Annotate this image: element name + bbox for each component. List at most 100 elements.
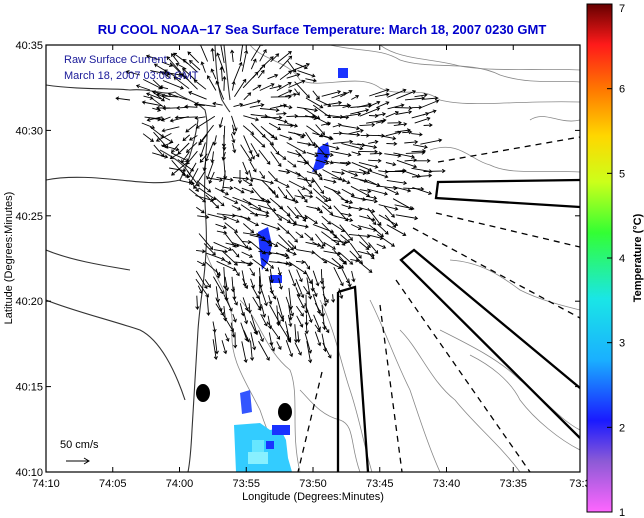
current-vector [156,93,171,101]
current-vector [163,69,182,81]
current-vector [288,269,297,287]
current-vector [369,88,390,97]
current-vector [221,340,228,355]
current-vector [276,341,282,351]
current-vector [332,139,354,144]
current-vector [267,73,279,80]
current-vector [322,293,329,303]
current-vector [237,170,243,184]
current-vector [312,188,328,203]
current-vector [286,205,299,219]
current-vector [179,169,189,178]
current-vector [285,340,294,358]
current-vector [204,141,214,162]
x-axis-label: Longitude (Degrees:Minutes) [242,491,384,503]
current-vector [155,132,172,142]
current-vector [339,224,353,241]
current-vector [411,173,433,178]
site-marker [196,384,210,402]
current-vector [421,99,440,108]
current-vector [206,295,211,317]
current-vector [261,258,275,269]
current-vector [252,84,262,91]
current-vector [277,50,292,63]
current-vector [232,242,253,251]
current-vector [387,88,407,98]
bathymetry-contours [204,45,580,472]
current-vector [368,139,379,145]
current-vector [286,330,292,342]
colorbar-tick-label: 5 [619,168,625,180]
current-vector [194,101,216,108]
sst-patches [234,68,348,472]
current-vector [243,330,250,343]
current-vector [204,279,211,288]
current-vector [322,321,330,334]
current-vector [234,78,247,98]
current-vector [169,167,187,173]
current-vector [331,239,348,245]
current-vector [338,258,347,265]
current-vector [331,294,336,303]
current-vector [222,215,240,224]
current-vector [378,204,399,211]
current-vector [423,168,446,174]
current-vector [260,304,267,318]
current-vector [351,94,360,100]
current-vector [395,214,419,221]
current-vector [162,80,184,90]
current-vector [202,161,207,172]
legend-label: Raw Surface Current [64,54,167,66]
current-vector [249,103,265,108]
current-vector [359,122,376,127]
current-vector [216,213,236,218]
current-vector [321,90,342,97]
current-vector [146,92,162,100]
current-vector [315,196,332,210]
current-vector [340,234,351,243]
current-vector [203,243,216,256]
surface-current-arrows [115,45,446,364]
current-vector [270,53,280,63]
current-vector [387,103,405,110]
current-vector [376,112,387,117]
current-vector [231,248,240,258]
current-vector [384,153,402,158]
current-vector [212,101,223,106]
current-vector [295,62,308,70]
current-vector [294,195,306,200]
current-vector [368,100,381,108]
current-vector [275,252,290,259]
current-vector [194,115,206,121]
current-vector [233,61,243,82]
current-vector [258,149,271,165]
current-vector [277,186,288,200]
current-vector [286,142,307,154]
current-vector [295,231,304,239]
current-vector [185,142,198,153]
current-vector [348,170,367,176]
current-vector [286,72,301,79]
current-vector [322,342,332,359]
current-vector [269,342,275,352]
current-vector [223,195,239,204]
current-vector [195,270,208,290]
current-vector [193,79,207,90]
current-vector [258,330,264,343]
current-vector [287,240,297,250]
current-vector [221,151,226,161]
current-vector [359,207,376,214]
current-vector [294,88,300,96]
current-vector [257,276,262,295]
current-vector [242,179,253,186]
current-vector [306,341,313,364]
current-vector [321,222,338,239]
current-vector [259,284,268,307]
current-vector [396,90,417,100]
current-vector [171,143,180,154]
current-vector [183,75,198,90]
current-vector [278,153,287,160]
current-vector [250,151,255,160]
current-vector [285,296,295,317]
current-vector [305,188,313,194]
